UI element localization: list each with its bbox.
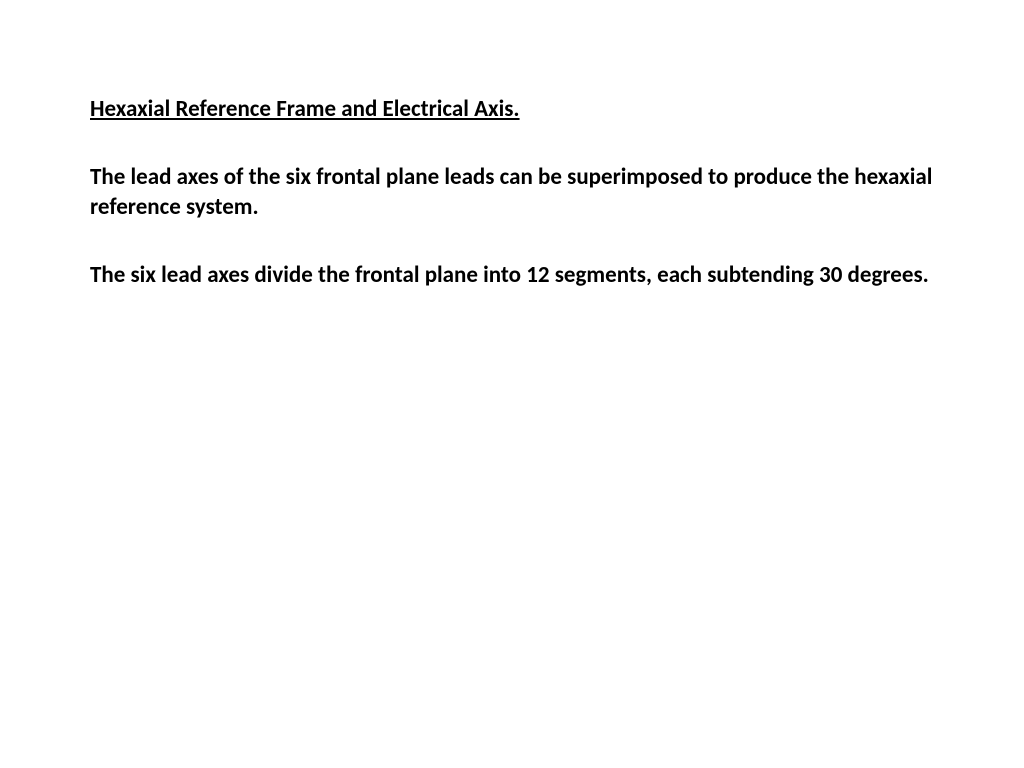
document-title: Hexaxial Reference Frame and Electrical … [90,95,934,125]
paragraph-1: The lead axes of the six frontal plane l… [90,163,934,223]
paragraph-2: The six lead axes divide the frontal pla… [90,261,934,291]
